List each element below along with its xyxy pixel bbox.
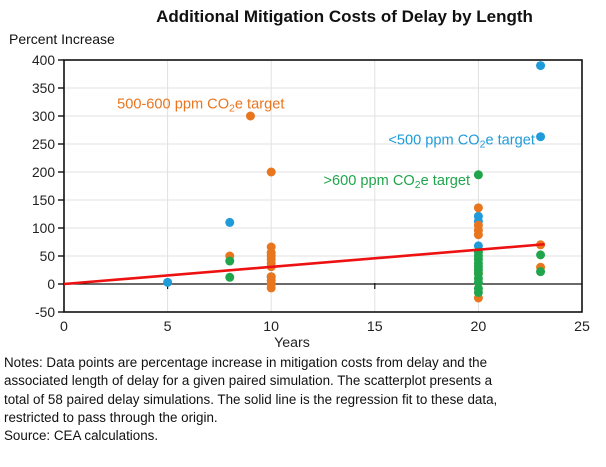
data-point — [473, 170, 483, 180]
source-line: Source: CEA calculations. — [4, 428, 159, 444]
y-tick-label: 350 — [32, 81, 55, 96]
y-tick-label: 0 — [47, 277, 55, 292]
data-point — [266, 167, 276, 177]
y-tick-label: -50 — [35, 305, 55, 320]
notes-line: restricted to pass through the origin. — [4, 409, 218, 425]
x-tick-label: 0 — [60, 319, 68, 335]
data-point — [225, 272, 235, 282]
data-point — [473, 230, 483, 240]
notes-line: total of 58 paired delay simulations. Th… — [4, 391, 498, 407]
series-annotation-label: 500-600 ppm CO2e target — [117, 97, 284, 115]
y-tick-label: 100 — [32, 221, 55, 236]
y-tick-label: 200 — [32, 165, 55, 180]
data-point — [536, 267, 546, 277]
notes-block: Notes: Data points are percentage increa… — [4, 354, 604, 445]
regression-line — [63, 242, 545, 286]
data-point — [225, 217, 235, 227]
x-tick-label: 25 — [574, 319, 590, 335]
y-tick-label: 300 — [32, 109, 55, 124]
x-axis-title: Years — [274, 335, 310, 351]
notes-line: Notes: Data points are percentage increa… — [4, 355, 488, 370]
data-point — [473, 287, 483, 297]
data-point — [536, 61, 546, 71]
x-tick-label: 5 — [164, 319, 172, 335]
x-tick-label: 15 — [367, 319, 383, 335]
y-tick-label: 250 — [32, 137, 55, 152]
data-point — [536, 132, 546, 142]
data-point — [163, 277, 173, 287]
scatter-plot: 400 350 300 250 200 150 100 50 0 -50 0 5 10 15 20 25 Yea… — [32, 53, 590, 351]
series-annotation-label: <500 ppm CO2e target — [388, 133, 535, 151]
x-tick-label: 10 — [263, 319, 279, 335]
data-point — [473, 277, 483, 287]
series-annotation-label: >600 ppm CO2e target — [324, 173, 471, 191]
y-tick-label: 150 — [32, 193, 55, 208]
plot-frame — [63, 59, 583, 313]
y-axis-unit-label: Percent Increase — [9, 31, 115, 47]
data-point — [473, 203, 483, 213]
y-tick-label: 400 — [32, 53, 55, 68]
data-point — [536, 250, 546, 260]
data-point — [245, 111, 255, 121]
data-point — [266, 283, 276, 293]
data-point — [225, 256, 235, 266]
chart-title: Additional Mitigation Costs of Delay by … — [156, 7, 533, 26]
x-tick-label: 20 — [471, 319, 487, 335]
y-tick-label: 50 — [40, 249, 56, 264]
notes-line: associated length of delay for a given p… — [4, 373, 493, 389]
data-point — [473, 241, 483, 251]
